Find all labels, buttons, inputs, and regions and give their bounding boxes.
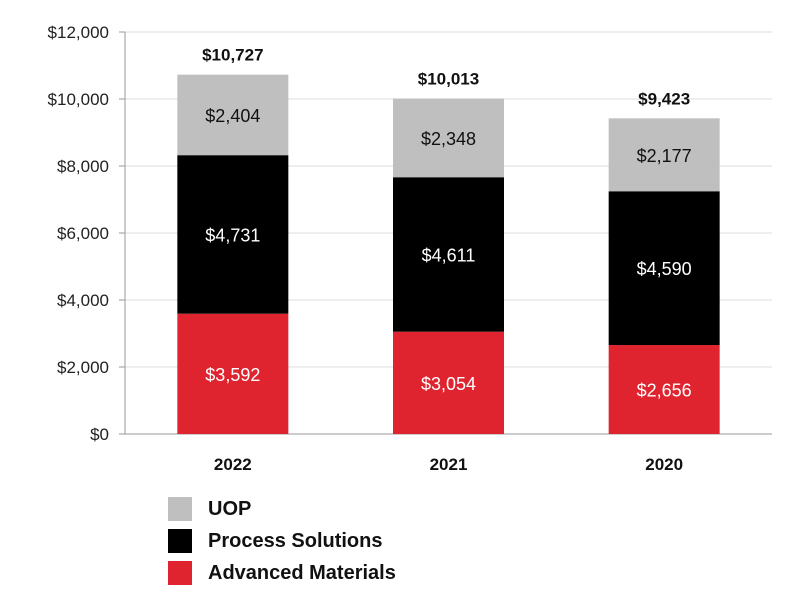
- legend-label-process-solutions: Process Solutions: [208, 529, 383, 552]
- legend-item-process-solutions: Process Solutions: [168, 525, 396, 557]
- chart-plot-area: $0 $2,000 $4,000 $6,000 $8,000 $10,000 $12,000…: [48, 23, 772, 474]
- bar-segment-advanced-materials: [177, 313, 289, 434]
- data-label: $3,054: [421, 374, 476, 394]
- legend-swatch-process-solutions: [168, 529, 192, 553]
- bar-segment-process-solutions: [177, 155, 289, 314]
- legend-item-advanced-materials: Advanced Materials: [168, 557, 396, 589]
- x-tick-label: 2020: [645, 455, 683, 474]
- data-label: $4,731: [205, 225, 260, 245]
- bar-segment-uop: [608, 118, 720, 192]
- legend-label-advanced-materials: Advanced Materials: [208, 561, 396, 584]
- data-label: $3,592: [205, 365, 260, 385]
- legend-swatch-uop: [168, 497, 192, 521]
- total-label: $10,727: [202, 46, 263, 65]
- data-label: $2,404: [205, 106, 260, 126]
- y-tick-label: $8,000: [57, 157, 109, 176]
- data-label: $4,590: [637, 259, 692, 279]
- bar-segment-process-solutions: [393, 177, 504, 332]
- y-tick-label: $10,000: [48, 90, 109, 109]
- y-tick-label: $2,000: [57, 358, 109, 377]
- data-label: $2,177: [637, 146, 692, 166]
- data-label: $2,656: [637, 381, 692, 401]
- bar-segment-process-solutions: [608, 191, 720, 346]
- bar-segment-advanced-materials: [393, 331, 504, 434]
- x-tick-label: 2021: [430, 455, 468, 474]
- y-tick-label: $0: [90, 425, 109, 444]
- chart-legend: UOP Process Solutions Advanced Materials: [168, 493, 396, 589]
- y-tick-label: $6,000: [57, 224, 109, 243]
- legend-swatch-advanced-materials: [168, 561, 192, 585]
- bar-segment-uop: [177, 74, 289, 156]
- x-tick-label: 2022: [214, 455, 252, 474]
- total-label: $9,423: [638, 89, 690, 108]
- legend-label-uop: UOP: [208, 497, 252, 520]
- y-tick-label: $12,000: [48, 23, 109, 42]
- data-label: $4,611: [422, 245, 476, 265]
- data-label: $2,348: [421, 129, 476, 149]
- bar-segment-uop: [393, 98, 504, 178]
- total-label: $10,013: [418, 70, 479, 89]
- legend-item-uop: UOP: [168, 493, 396, 525]
- y-tick-label: $4,000: [57, 291, 109, 310]
- bar-segment-advanced-materials: [608, 345, 720, 434]
